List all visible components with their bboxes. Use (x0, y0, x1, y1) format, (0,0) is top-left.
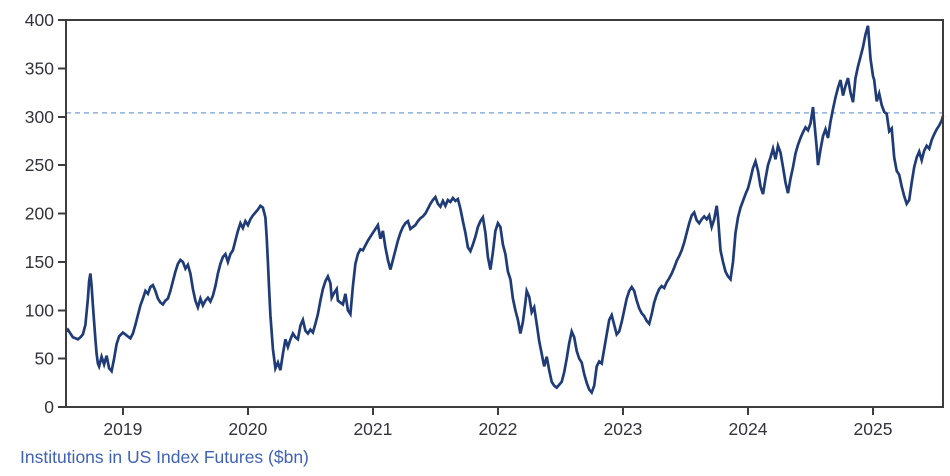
x-tick-label: 2024 (729, 419, 768, 439)
x-tick-label: 2020 (228, 419, 267, 439)
y-tick-label: 300 (25, 107, 54, 127)
y-tick-label: 150 (25, 252, 54, 272)
plot-border (65, 19, 944, 408)
y-tick-label: 50 (35, 349, 55, 369)
x-tick-label: 2019 (103, 419, 142, 439)
x-tick-label: 2021 (353, 419, 392, 439)
y-tick-label: 350 (25, 58, 54, 78)
x-tick-label: 2025 (854, 419, 893, 439)
y-tick-label: 400 (25, 10, 54, 30)
y-tick-label: 200 (25, 204, 54, 224)
data-series-line (65, 25, 945, 396)
y-tick-label: 100 (25, 300, 54, 320)
y-tick-label: 0 (44, 397, 54, 417)
chart-caption: Institutions in US Index Futures ($bn) (20, 447, 309, 467)
x-tick-label: 2023 (603, 419, 642, 439)
y-tick-label: 250 (25, 155, 54, 175)
x-tick-label: 2022 (478, 419, 517, 439)
